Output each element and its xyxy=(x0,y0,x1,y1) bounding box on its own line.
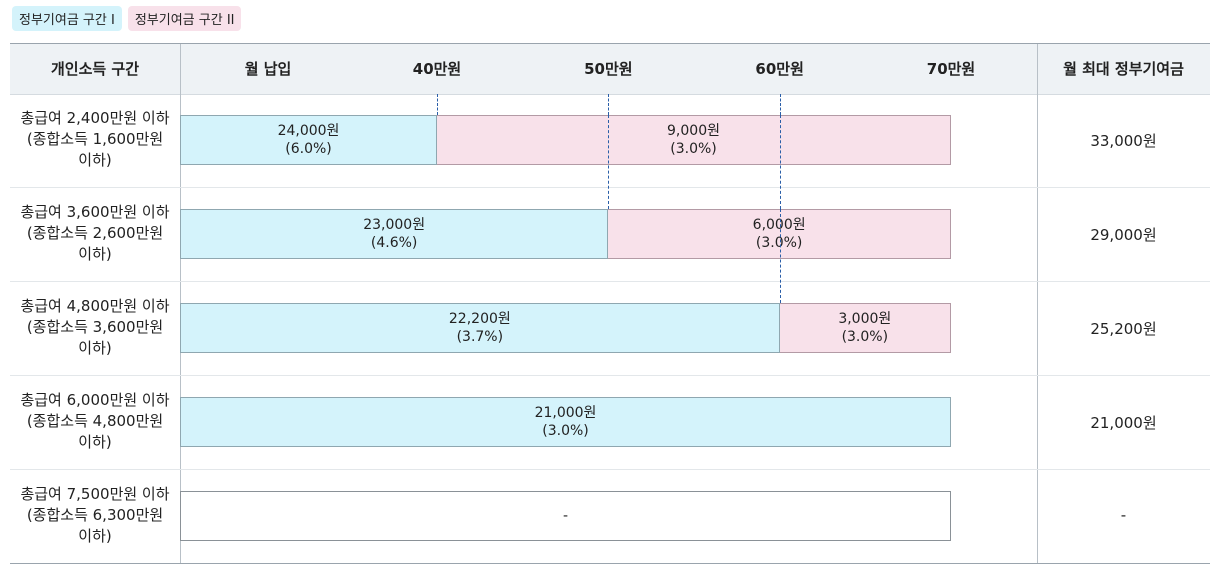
table-row: 총급여 3,600만원 이하 (종합소득 2,600만원 이하) 29,000원 23,… xyxy=(10,188,1210,282)
bar-value-label: 6,000원 (3.0%) xyxy=(752,217,806,251)
band-1-bar: 21,000원 (3.0%) xyxy=(180,397,951,447)
table-row: 총급여 6,000만원 이하 (종합소득 4,800만원 이하) 21,000원 21,… xyxy=(10,376,1210,470)
x-tick-label: 50만원 xyxy=(584,60,633,78)
income-bracket-label: 총급여 3,600만원 이하 (종합소득 2,600만원 이하) xyxy=(20,203,170,263)
threshold-dash xyxy=(779,209,781,303)
bar-value-label: 24,000원 (6.0%) xyxy=(277,123,340,157)
table-row: 총급여 2,400만원 이하 (종합소득 1,600만원 이하) 33,000원 24,… xyxy=(10,94,1210,188)
bar-value-label: - xyxy=(562,508,569,524)
income-bracket-label: 총급여 7,500만원 이하 (종합소득 6,300만원 이하) xyxy=(20,485,170,545)
contribution-table: 개인소득 구간 월 납입 월 최대 정부기여금 40만원 50만원 60만원 70만원… xyxy=(10,43,1210,564)
threshold-dash xyxy=(608,94,610,115)
table-header: 개인소득 구간 월 납입 월 최대 정부기여금 xyxy=(10,44,1210,95)
threshold-dash xyxy=(779,115,781,209)
bar-value-label: 21,000원 (3.0%) xyxy=(534,405,597,439)
bar-value-label: 3,000원 (3.0%) xyxy=(838,311,892,345)
bar-value-label: 9,000원 (3.0%) xyxy=(667,123,720,157)
x-tick-label: 40만원 xyxy=(412,60,462,78)
table-row: 총급여 4,800만원 이하 (종합소득 3,600만원 이하) 25,200원 22,… xyxy=(10,282,1210,376)
header-income: 개인소득 구간 xyxy=(50,60,140,78)
table-row: 총급여 7,500만원 이하 (종합소득 6,300만원 이하) - - xyxy=(10,470,1210,563)
divider-right xyxy=(1037,44,1038,563)
legend: 정부기여금 구간 I 정부기여금 구간 II xyxy=(12,6,242,31)
legend-band-1: 정부기여금 구간 I xyxy=(12,6,122,31)
max-contribution-value: 25,200원 xyxy=(1090,320,1157,338)
max-contribution-value: 21,000원 xyxy=(1090,414,1157,432)
legend-band-2: 정부기여금 구간 II xyxy=(127,6,242,31)
max-contribution-value: 33,000원 xyxy=(1090,132,1157,150)
threshold-dash xyxy=(437,94,438,115)
x-tick-label: 70만원 xyxy=(926,60,976,78)
header-payment: 월 납입 xyxy=(244,60,292,78)
threshold-dash xyxy=(779,94,781,115)
band-1-bar: 22,200원 (3.7%) xyxy=(180,303,780,353)
band-2-bar: 3,000원 (3.0%) xyxy=(779,303,951,353)
header-max: 월 최대 정부기여금 xyxy=(1063,60,1184,78)
empty-bar: - xyxy=(180,491,951,541)
band-1-bar: 23,000원 (4.6%) xyxy=(180,209,609,259)
income-bracket-label: 총급여 2,400만원 이하 (종합소득 1,600만원 이하) xyxy=(20,109,170,169)
bar-value-label: 22,200원 (3.7%) xyxy=(448,311,511,345)
band-2-bar: 9,000원 (3.0%) xyxy=(437,115,951,165)
band-1-bar: 24,000원 (6.0%) xyxy=(180,115,437,165)
income-bracket-label: 총급여 6,000만원 이하 (종합소득 4,800만원 이하) xyxy=(20,391,170,451)
bar-value-label: 23,000원 (4.6%) xyxy=(363,217,426,251)
max-contribution-value: - xyxy=(1120,506,1127,524)
x-tick-label: 60만원 xyxy=(755,60,804,78)
threshold-dash xyxy=(608,115,610,209)
max-contribution-value: 29,000원 xyxy=(1090,226,1157,244)
income-bracket-label: 총급여 4,800만원 이하 (종합소득 3,600만원 이하) xyxy=(20,297,170,357)
